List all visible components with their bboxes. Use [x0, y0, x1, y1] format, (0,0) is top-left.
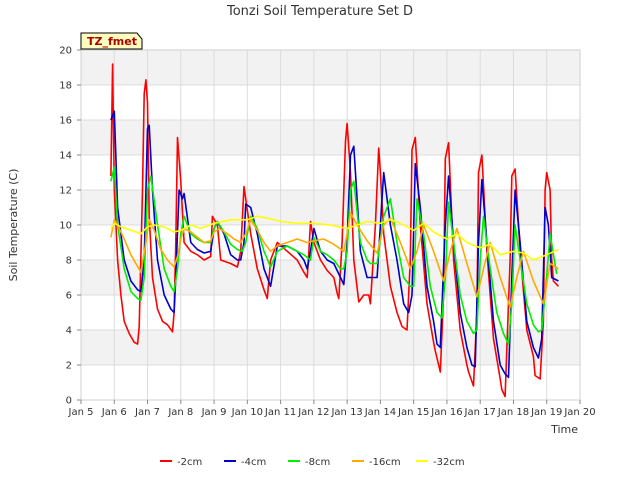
- legend-label: -8cm: [305, 457, 330, 468]
- x-tick-label: Jan 5: [68, 407, 94, 418]
- y-tick-label: 20: [59, 46, 72, 57]
- site-label-badge: TZ_fmet: [80, 32, 143, 50]
- x-tick-label: Jan 16: [430, 407, 462, 418]
- x-tick-label: Jan 12: [297, 407, 329, 418]
- series-lines: [110, 63, 559, 398]
- y-tick-label: 6: [66, 291, 72, 302]
- y-tick-label: 0: [66, 396, 72, 407]
- legend: -2cm -4cm -8cm -16cm -32cm: [160, 457, 465, 468]
- y-axis-ticks: 0 2 4 6 8 10 12 14 16 18 20: [59, 46, 81, 407]
- series-line-2cm: [110, 63, 559, 398]
- series-line-32cm: [110, 215, 559, 261]
- chart-title: Tonzi Soil Temperature Set D: [226, 4, 413, 19]
- grid-band: [81, 120, 580, 155]
- y-tick-label: 2: [66, 361, 72, 372]
- legend-item: -2cm: [160, 457, 202, 468]
- grid-band: [81, 260, 580, 295]
- x-tick-label: Jan 17: [464, 407, 496, 418]
- x-tick-label: Jan 13: [330, 407, 362, 418]
- legend-item: -32cm: [416, 457, 465, 468]
- site-label-text: TZ_fmet: [87, 35, 137, 48]
- legend-item: -8cm: [288, 457, 330, 468]
- y-tick-label: 16: [59, 116, 72, 127]
- y-tick-label: 14: [59, 151, 72, 162]
- y-tick-label: 18: [59, 81, 72, 92]
- legend-item: -16cm: [352, 457, 401, 468]
- legend-label: -4cm: [241, 457, 266, 468]
- x-tick-label: Jan 11: [264, 407, 296, 418]
- x-tick-label: Jan 18: [497, 407, 529, 418]
- x-tick-label: Jan 9: [201, 407, 227, 418]
- x-tick-label: Jan 6: [101, 407, 127, 418]
- x-tick-label: Jan 8: [167, 407, 193, 418]
- x-tick-label: Jan 7: [134, 407, 160, 418]
- x-tick-label: Jan 15: [397, 407, 429, 418]
- grid-band: [81, 50, 580, 85]
- x-tick-label: Jan 10: [231, 407, 263, 418]
- x-axis-ticks: Jan 5 Jan 6 Jan 7 Jan 8 Jan 9 Jan 10 Jan 11 Jan…: [68, 400, 596, 418]
- legend-label: -32cm: [433, 457, 465, 468]
- y-tick-label: 8: [66, 256, 72, 267]
- x-tick-label: Jan 19: [530, 407, 562, 418]
- y-tick-label: 10: [59, 221, 72, 232]
- legend-label: -16cm: [369, 457, 401, 468]
- legend-label: -2cm: [177, 457, 202, 468]
- legend-item: -4cm: [224, 457, 266, 468]
- x-tick-label: Jan 20: [563, 407, 595, 418]
- site-label-background: [80, 32, 143, 50]
- series-line-8cm: [110, 166, 558, 345]
- y-axis-label: Soil Temperature (C): [7, 169, 20, 282]
- x-tick-label: Jan 14: [364, 407, 396, 418]
- y-tick-label: 12: [59, 186, 72, 197]
- grid-lines: [80, 49, 581, 401]
- grid-band: [81, 190, 580, 225]
- series-line-16cm: [110, 212, 559, 309]
- y-tick-label: 4: [66, 326, 72, 337]
- x-axis-label: Time: [550, 423, 578, 436]
